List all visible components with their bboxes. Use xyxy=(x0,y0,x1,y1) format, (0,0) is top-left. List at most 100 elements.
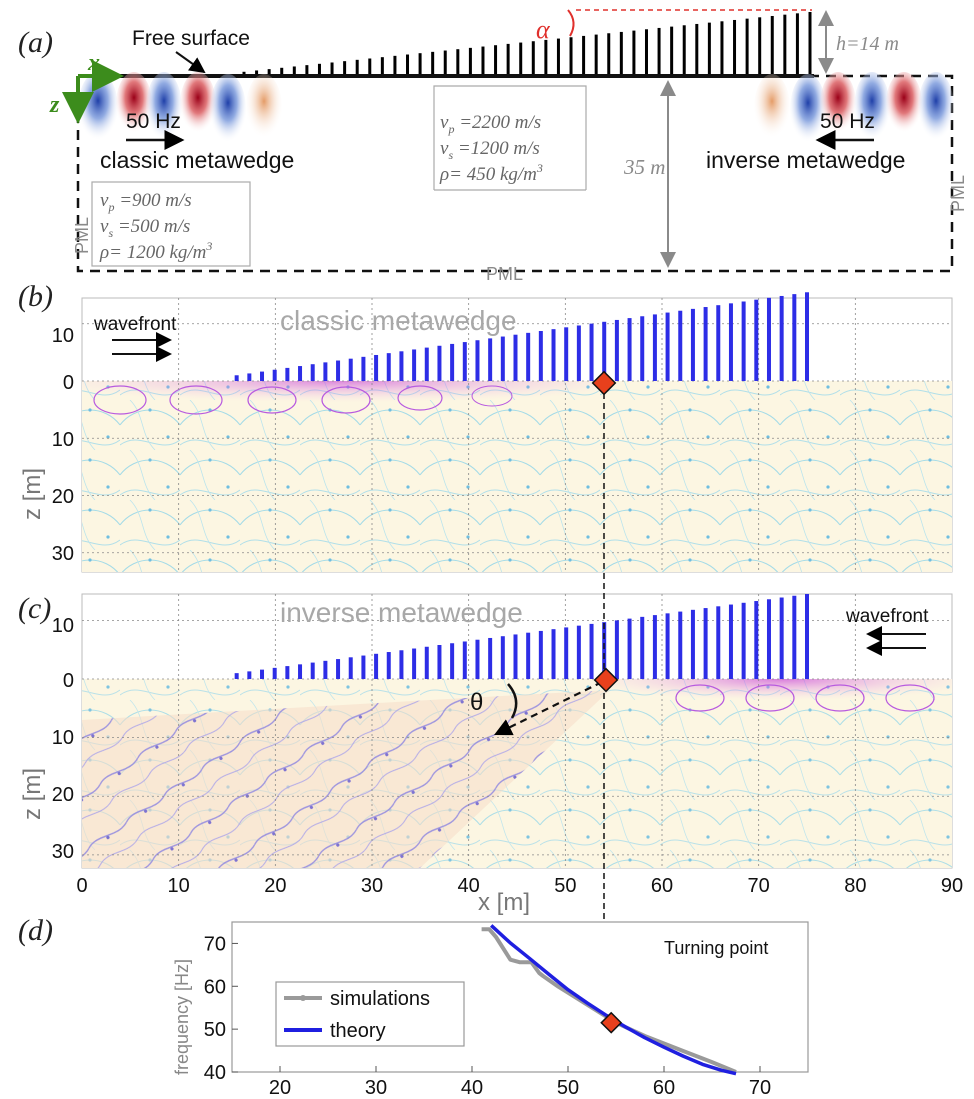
resonator-bar xyxy=(443,50,447,74)
resonator-bar xyxy=(703,307,708,381)
panel-c-xticks: 0 10 20 30 40 50 60 70 80 90 xyxy=(76,875,963,897)
y-tick-label: 60 xyxy=(204,976,226,998)
svg-text:20: 20 xyxy=(52,784,74,806)
resonator-bar xyxy=(475,340,480,381)
resonator-bar xyxy=(770,15,774,74)
resonator-bar xyxy=(412,349,417,381)
resonator-bar xyxy=(323,660,328,679)
resonator-bar xyxy=(690,609,695,679)
resonator-bar xyxy=(805,292,809,381)
resonator-bar xyxy=(602,622,607,679)
x-tick-label: 10 xyxy=(168,875,190,897)
resonator-bar xyxy=(292,66,296,74)
resonator-bar xyxy=(792,294,797,381)
resonator-bar xyxy=(247,373,252,381)
resonator-bar xyxy=(267,69,271,74)
resonator-bar xyxy=(481,46,485,74)
panel-d-label: (d) xyxy=(18,914,53,947)
free-surface-arrow xyxy=(175,51,206,74)
resonator-bar xyxy=(462,342,467,381)
svg-text:vs =500 m/s: vs =500 m/s xyxy=(100,216,190,240)
resonator-bar xyxy=(644,29,648,74)
resonator-bar xyxy=(431,51,435,74)
resonator-bar xyxy=(754,299,759,381)
alpha-label: α xyxy=(536,15,551,44)
resonator-bar xyxy=(272,667,277,679)
resonator-bar xyxy=(551,329,556,381)
panel-b-title: classic metawedge xyxy=(280,305,517,336)
resonator-bar xyxy=(569,37,573,74)
resonator-bar xyxy=(450,643,455,679)
resonator-bar xyxy=(500,336,505,381)
resonator-bar xyxy=(632,30,636,75)
resonator-bar xyxy=(779,295,784,381)
resonator-bar xyxy=(488,637,493,679)
incident-wave-left xyxy=(78,72,282,146)
resonator-bar xyxy=(707,22,711,74)
resonator-bar xyxy=(255,70,259,74)
panel-d-legend: simulations theory xyxy=(275,981,465,1047)
panel-b-yticks: 10 0 10 20 30 xyxy=(52,325,74,565)
pml-right-label: PML xyxy=(948,175,968,212)
resonator-bar xyxy=(594,34,598,74)
resonator-bar xyxy=(488,338,493,381)
resonator-bar xyxy=(690,308,695,381)
resonator-bar xyxy=(361,655,366,679)
resonator-bar xyxy=(247,671,252,679)
resonator-bar xyxy=(519,42,523,74)
resonator-bar xyxy=(758,17,762,74)
panel-c-converted-bulk-wave xyxy=(82,690,610,868)
resonator-bar xyxy=(437,645,442,679)
panel-b-ylabel: z [m] xyxy=(19,468,46,520)
svg-text:vp =2200 m/s: vp =2200 m/s xyxy=(440,112,541,136)
alpha-arc xyxy=(567,9,575,37)
resonator-bar xyxy=(336,659,341,679)
resonator-bar xyxy=(652,314,657,381)
resonator-bar xyxy=(386,353,391,381)
series-simulations xyxy=(481,927,737,1074)
resonator-bar xyxy=(682,25,686,75)
x-tick-label: 60 xyxy=(653,1077,675,1099)
panel-c-title: inverse metawedge xyxy=(280,597,523,628)
x-tick-label: 30 xyxy=(361,875,383,897)
resonator-bar xyxy=(374,354,379,381)
svg-text:10: 10 xyxy=(52,429,74,451)
resonator-bar xyxy=(336,360,341,381)
panel-b-label: (b) xyxy=(18,280,53,313)
resonator-bar xyxy=(406,54,410,74)
resonator-bar xyxy=(657,27,661,75)
free-surface-label: Free surface xyxy=(132,27,250,50)
resonator-bar xyxy=(361,356,366,381)
z-axis-label: z xyxy=(49,92,60,118)
legend-simulations: simulations xyxy=(330,988,430,1010)
resonator-bar xyxy=(716,305,721,381)
classic-metawedge-label: classic metawedge xyxy=(100,147,294,173)
resonator-bar xyxy=(285,367,290,381)
x-tick-label: 20 xyxy=(264,875,286,897)
resonator-bar xyxy=(437,345,442,381)
resonator-bar xyxy=(418,53,422,74)
resonator-bar xyxy=(556,38,560,74)
resonator-bar xyxy=(526,632,531,679)
theta-label: θ xyxy=(470,689,483,716)
resonator-bar xyxy=(531,41,535,74)
resonator-bar xyxy=(380,57,384,74)
resonator-bar xyxy=(234,673,239,679)
svg-text:20: 20 xyxy=(52,486,74,508)
resonator-bar xyxy=(305,65,309,74)
resonator-bar xyxy=(754,601,759,679)
resonator-bar xyxy=(280,67,284,74)
resonator-bar xyxy=(500,636,505,679)
resonator-bar xyxy=(538,331,543,381)
refraction-direction-arrow xyxy=(494,681,603,736)
x-tick-label: 90 xyxy=(941,875,963,897)
resonator-bar xyxy=(766,297,771,381)
x-tick-label: 40 xyxy=(461,1077,483,1099)
resonator-bar xyxy=(652,615,657,679)
panel-c: (c) inverse metawedge wavefront θ z [m] … xyxy=(18,592,963,916)
resonator-bar xyxy=(355,59,359,74)
svg-text:0: 0 xyxy=(63,670,74,692)
panel-c-ylabel: z [m] xyxy=(19,768,46,820)
